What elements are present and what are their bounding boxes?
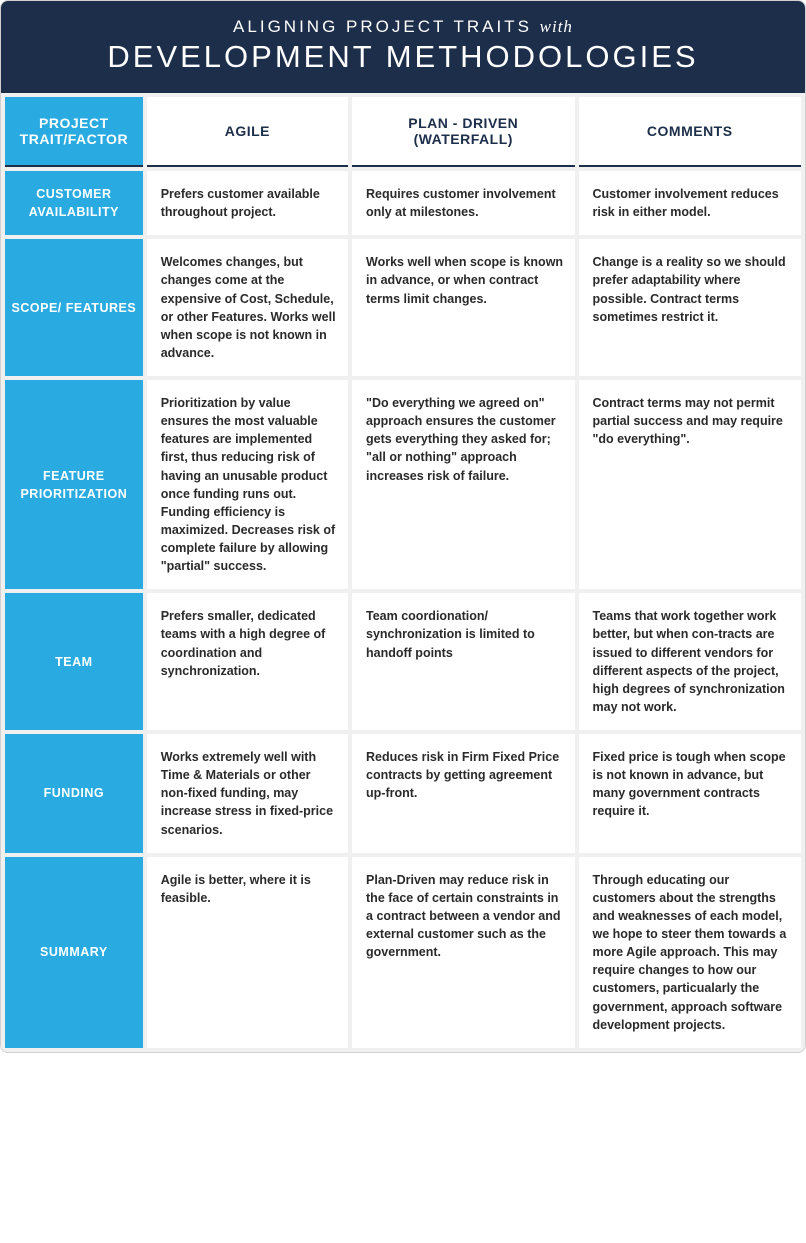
factor-label: FUNDING — [5, 734, 143, 853]
table-head: PROJECT TRAIT/FACTOR AGILE PLAN - DRIVEN… — [5, 97, 801, 167]
table-row: SCOPE/ FEATURES Welcomes changes, but ch… — [5, 239, 801, 376]
table-row: CUSTOMER AVAILABILITY Prefers customer a… — [5, 171, 801, 235]
agile-cell: Prefers customer available throughout pr… — [147, 171, 348, 235]
plan-cell: Team coordionation/ synchronization is l… — [352, 593, 574, 730]
comments-cell: Contract terms may not permit partial su… — [579, 380, 802, 589]
header-line1-pre: ALIGNING PROJECT TRAITS — [233, 17, 540, 36]
table-body: CUSTOMER AVAILABILITY Prefers customer a… — [5, 171, 801, 1048]
page-container: ALIGNING PROJECT TRAITS with DEVELOPMENT… — [0, 0, 806, 1053]
col-header-agile: AGILE — [147, 97, 348, 167]
factor-label: SUMMARY — [5, 857, 143, 1048]
comments-cell: Through educating our customers about th… — [579, 857, 802, 1048]
plan-cell: Requires customer involvement only at mi… — [352, 171, 574, 235]
factor-label: CUSTOMER AVAILABILITY — [5, 171, 143, 235]
table-row: FUNDING Works extremely well with Time &… — [5, 734, 801, 853]
table-row: FEATURE PRIORITIZATION Prioritization by… — [5, 380, 801, 589]
table-header-row: PROJECT TRAIT/FACTOR AGILE PLAN - DRIVEN… — [5, 97, 801, 167]
header-line2: DEVELOPMENT METHODOLOGIES — [11, 39, 795, 75]
agile-cell: Works extremely well with Time & Materia… — [147, 734, 348, 853]
comments-cell: Customer involvement reduces risk in eit… — [579, 171, 802, 235]
agile-cell: Prioritization by value ensures the most… — [147, 380, 348, 589]
comments-cell: Fixed price is tough when scope is not k… — [579, 734, 802, 853]
comparison-table: PROJECT TRAIT/FACTOR AGILE PLAN - DRIVEN… — [1, 93, 805, 1052]
plan-cell: "Do everything we agreed on" approach en… — [352, 380, 574, 589]
header-line1: ALIGNING PROJECT TRAITS with — [11, 17, 795, 37]
agile-cell: Agile is better, where it is feasible. — [147, 857, 348, 1048]
table-row: TEAM Prefers smaller, dedicated teams wi… — [5, 593, 801, 730]
col-header-plan: PLAN - DRIVEN (WATERFALL) — [352, 97, 574, 167]
plan-cell: Reduces risk in Firm Fixed Price contrac… — [352, 734, 574, 853]
plan-cell: Works well when scope is known in advanc… — [352, 239, 574, 376]
plan-cell: Plan-Driven may reduce risk in the face … — [352, 857, 574, 1048]
page-header: ALIGNING PROJECT TRAITS with DEVELOPMENT… — [1, 1, 805, 93]
factor-label: SCOPE/ FEATURES — [5, 239, 143, 376]
table-row: SUMMARY Agile is better, where it is fea… — [5, 857, 801, 1048]
header-line1-with: with — [540, 17, 573, 36]
agile-cell: Welcomes changes, but changes come at th… — [147, 239, 348, 376]
comments-cell: Teams that work together work better, bu… — [579, 593, 802, 730]
col-header-factor: PROJECT TRAIT/FACTOR — [5, 97, 143, 167]
factor-label: FEATURE PRIORITIZATION — [5, 380, 143, 589]
comments-cell: Change is a reality so we should prefer … — [579, 239, 802, 376]
factor-label: TEAM — [5, 593, 143, 730]
col-header-comments: COMMENTS — [579, 97, 802, 167]
agile-cell: Prefers smaller, dedicated teams with a … — [147, 593, 348, 730]
